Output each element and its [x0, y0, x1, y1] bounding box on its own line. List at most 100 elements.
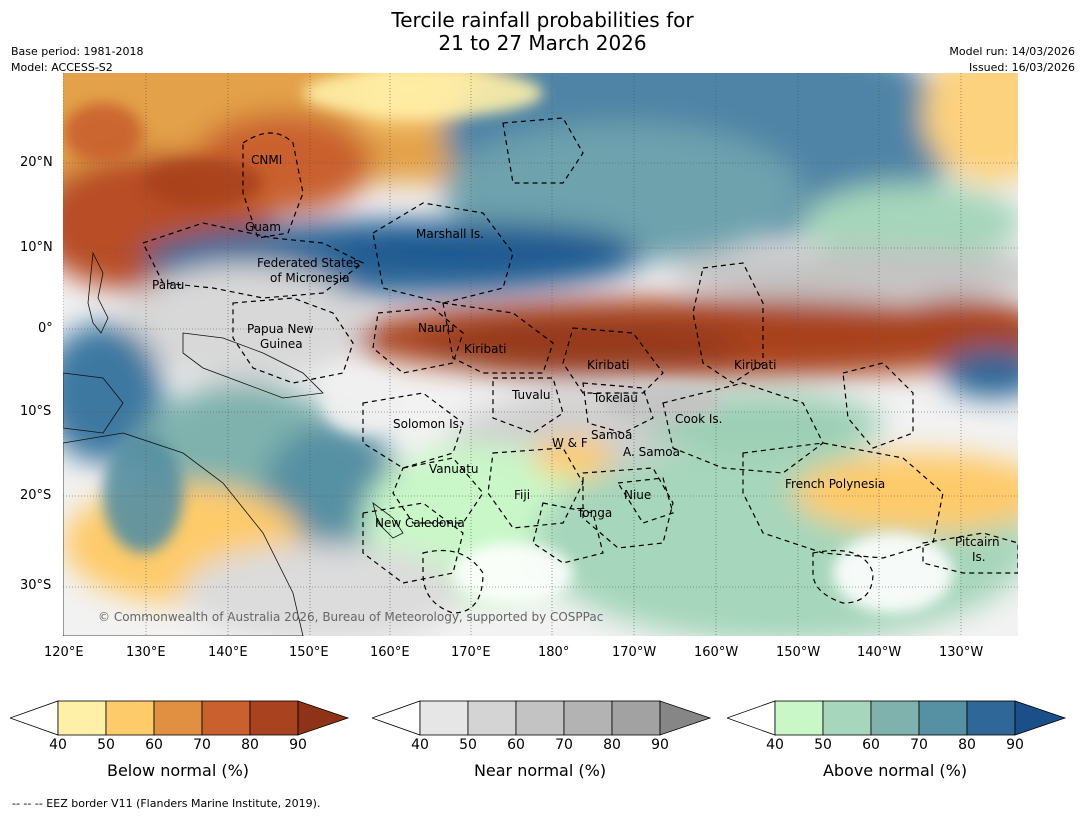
above-extend-high	[1014, 700, 1067, 736]
below-tick-70: 70	[193, 737, 211, 753]
region-labels: CNMI Guam Marshall Is. Federated States …	[98, 153, 1000, 624]
label-cnmi: CNMI	[251, 153, 282, 167]
lon-tick-130e: 130°E	[126, 645, 166, 660]
label-pitcairn-2: Is.	[972, 550, 986, 564]
near-swatch-2	[467, 700, 517, 736]
label-tokelau: Tokelau	[592, 391, 638, 405]
below-swatch-3	[153, 700, 203, 736]
below-extend-high	[297, 700, 350, 736]
lon-tick-150e: 150°E	[289, 645, 329, 660]
below-swatch-1	[57, 700, 107, 736]
lon-tick-170w: 170°W	[612, 645, 657, 660]
above-swatch-1	[774, 700, 824, 736]
graticule	[63, 73, 1018, 636]
label-png-1: Papua New	[247, 322, 314, 336]
below-tick-80: 80	[241, 737, 259, 753]
near-extend-low	[372, 700, 421, 736]
label-niue: Niue	[624, 488, 651, 502]
base-period: Base period: 1981-2018	[11, 45, 144, 58]
issued-date: Issued: 16/03/2026	[968, 61, 1075, 74]
lon-tick-160e: 160°E	[370, 645, 410, 660]
colorbar-below	[10, 700, 350, 736]
lat-tick-20n: 20°N	[20, 155, 53, 170]
rainfall-map: CNMI Guam Marshall Is. Federated States …	[63, 73, 1018, 636]
label-pitcairn-1: Pitcairn	[955, 535, 1000, 549]
below-normal-label: Below normal (%)	[106, 761, 250, 780]
probability-field	[63, 73, 1018, 636]
below-tick-50: 50	[97, 737, 115, 753]
lat-tick-10n: 10°N	[20, 240, 53, 255]
label-solomon: Solomon Is.	[393, 417, 463, 431]
model-run: Model run: 14/03/2026	[949, 45, 1075, 58]
label-kiribati-east: Kiribati	[734, 358, 776, 372]
near-tick-40: 40	[411, 737, 429, 753]
above-tick-60: 60	[862, 737, 880, 753]
label-wallis-futuna: W & F	[552, 436, 588, 450]
below-tick-90: 90	[289, 737, 307, 753]
lon-tick-170e: 170°E	[451, 645, 491, 660]
copyright-note: © Commonwealth of Australia 2026, Bureau…	[98, 610, 603, 624]
below-extend-low	[10, 700, 59, 736]
eez-footnote: -- -- -- EEZ border V11 (Flanders Marine…	[12, 797, 321, 810]
label-new-caledonia: New Caledonia	[375, 516, 465, 530]
lon-tick-140w: 140°W	[857, 645, 902, 660]
near-swatch-5	[611, 700, 661, 736]
near-tick-90: 90	[651, 737, 669, 753]
above-tick-80: 80	[958, 737, 976, 753]
lat-tick-0: 0°	[38, 321, 53, 336]
below-tick-60: 60	[145, 737, 163, 753]
above-tick-40: 40	[766, 737, 784, 753]
above-extend-low	[727, 700, 776, 736]
title-line-2: 21 to 27 March 2026	[438, 31, 647, 55]
near-swatch-3	[515, 700, 565, 736]
label-french-polynesia: French Polynesia	[785, 477, 885, 491]
lon-tick-140e: 140°E	[208, 645, 248, 660]
label-kiribati-central: Kiribati	[587, 358, 629, 372]
label-american-samoa: A. Samoa	[623, 445, 680, 459]
label-palau: Palau	[152, 278, 184, 292]
above-swatch-2	[822, 700, 872, 736]
label-guam: Guam	[245, 220, 281, 234]
eez-borders	[142, 117, 1018, 614]
below-swatch-2	[105, 700, 155, 736]
near-swatch-4	[563, 700, 613, 736]
near-tick-70: 70	[555, 737, 573, 753]
above-swatch-5	[966, 700, 1016, 736]
label-fsm-2: of Micronesia	[270, 271, 350, 285]
lat-tick-30s: 30°S	[20, 578, 52, 593]
label-fiji: Fiji	[514, 488, 530, 502]
colorbar-near	[372, 700, 712, 736]
label-vanuatu: Vanuatu	[429, 462, 479, 476]
lon-tick-180: 180°	[538, 645, 570, 660]
near-normal-label: Near normal (%)	[473, 761, 607, 780]
title-line-1: Tercile rainfall probabilities for	[391, 8, 694, 32]
label-tuvalu: Tuvalu	[511, 388, 551, 402]
label-cook: Cook Is.	[675, 412, 722, 426]
above-swatch-3	[870, 700, 920, 736]
below-swatch-5	[249, 700, 299, 736]
near-tick-60: 60	[507, 737, 525, 753]
above-tick-90: 90	[1006, 737, 1024, 753]
label-kiribati-west: Kiribati	[464, 342, 506, 356]
above-tick-50: 50	[814, 737, 832, 753]
lon-tick-160w: 160°W	[694, 645, 739, 660]
lon-tick-150w: 150°W	[776, 645, 821, 660]
colorbar-above	[727, 700, 1067, 736]
model-name: Model: ACCESS-S2	[11, 61, 113, 74]
near-swatch-1	[419, 700, 469, 736]
lon-tick-130w: 130°W	[939, 645, 984, 660]
label-samoa: Samoa	[591, 428, 632, 442]
lon-tick-120e: 120°E	[44, 645, 84, 660]
label-tonga: Tonga	[576, 506, 612, 520]
near-tick-50: 50	[459, 737, 477, 753]
above-swatch-4	[918, 700, 968, 736]
below-tick-40: 40	[49, 737, 67, 753]
label-fsm-1: Federated States	[257, 256, 359, 270]
lat-tick-10s: 10°S	[20, 404, 52, 419]
near-tick-80: 80	[603, 737, 621, 753]
probability-detail	[63, 73, 953, 613]
coastlines	[63, 251, 404, 636]
near-extend-high	[659, 700, 712, 736]
above-tick-70: 70	[910, 737, 928, 753]
label-nauru: Nauru	[418, 321, 454, 335]
